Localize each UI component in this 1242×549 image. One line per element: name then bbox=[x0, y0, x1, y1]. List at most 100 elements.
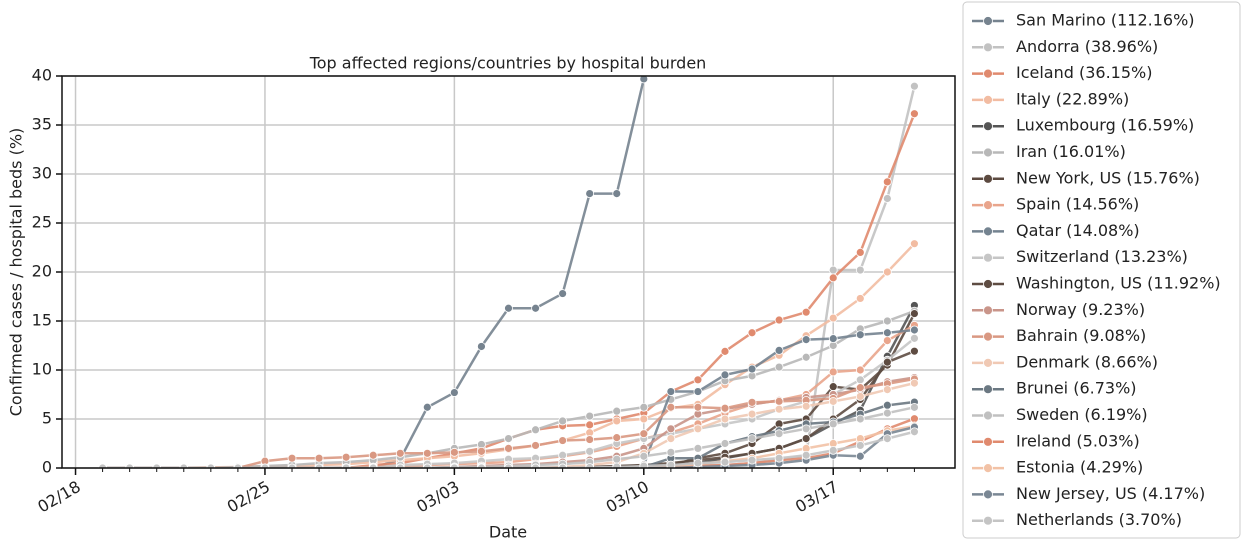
data-point bbox=[585, 446, 595, 456]
data-point bbox=[882, 328, 892, 338]
data-point bbox=[747, 397, 757, 407]
y-tick-label: 35 bbox=[32, 115, 52, 134]
legend-marker bbox=[983, 42, 993, 53]
data-point bbox=[612, 189, 622, 199]
data-point bbox=[882, 434, 892, 444]
legend-marker bbox=[983, 16, 993, 26]
data-point bbox=[287, 463, 297, 468]
legend-marker bbox=[983, 68, 993, 79]
data-point bbox=[666, 434, 676, 444]
data-point bbox=[910, 346, 919, 356]
plot-lines bbox=[98, 33, 919, 468]
data-point bbox=[801, 450, 811, 460]
data-point bbox=[666, 460, 676, 468]
data-point bbox=[910, 81, 919, 91]
data-point bbox=[828, 445, 838, 455]
legend-label: Brunei (6.73%) bbox=[1016, 379, 1137, 398]
data-point bbox=[612, 406, 622, 416]
data-point bbox=[206, 463, 216, 468]
series-line bbox=[102, 85, 916, 468]
data-point bbox=[693, 424, 703, 434]
data-point bbox=[422, 463, 432, 468]
legend-marker bbox=[983, 173, 993, 184]
legend-label: Norway (9.23%) bbox=[1016, 300, 1145, 319]
data-point bbox=[341, 452, 351, 462]
x-tick-label: 03/10 bbox=[603, 477, 652, 517]
data-point bbox=[693, 458, 703, 468]
data-point bbox=[612, 433, 622, 443]
data-point bbox=[422, 402, 432, 412]
y-tick-label: 15 bbox=[32, 311, 52, 330]
legend-marker bbox=[983, 331, 993, 342]
data-point bbox=[910, 325, 919, 335]
y-axis-label: Confirmed cases / hospital beds (%) bbox=[7, 128, 26, 417]
data-point bbox=[855, 441, 865, 450]
data-point bbox=[882, 177, 892, 187]
data-point bbox=[855, 365, 865, 375]
data-point bbox=[395, 448, 405, 458]
data-point bbox=[720, 457, 730, 467]
data-point bbox=[612, 462, 622, 468]
legend-label: Estonia (4.29%) bbox=[1016, 458, 1143, 477]
data-point bbox=[504, 463, 513, 468]
data-point bbox=[125, 463, 135, 468]
legend-label: Italy (22.89%) bbox=[1016, 89, 1129, 108]
data-point bbox=[828, 313, 838, 323]
legend-label: Denmark (8.66%) bbox=[1016, 352, 1158, 371]
data-point bbox=[855, 294, 865, 303]
data-point bbox=[720, 414, 730, 424]
legend-marker bbox=[983, 436, 993, 447]
data-point bbox=[504, 434, 513, 444]
data-point bbox=[477, 446, 486, 456]
data-point bbox=[882, 400, 892, 410]
legend-marker bbox=[983, 489, 993, 500]
data-point bbox=[882, 194, 892, 203]
data-point bbox=[774, 404, 784, 414]
data-point bbox=[504, 303, 513, 313]
data-point bbox=[855, 392, 865, 401]
legend-label: San Marino (112.16%) bbox=[1016, 11, 1195, 30]
data-point bbox=[233, 463, 243, 468]
x-tick-label: 03/17 bbox=[792, 477, 841, 517]
legend-marker bbox=[983, 357, 993, 368]
legend-marker bbox=[983, 200, 993, 211]
data-point bbox=[639, 402, 649, 412]
legend: San Marino (112.16%) Andorra (38.96%) Icel… bbox=[972, 11, 1221, 529]
data-point bbox=[449, 447, 459, 457]
data-point bbox=[828, 419, 838, 429]
data-point bbox=[774, 345, 784, 355]
data-point bbox=[720, 346, 730, 356]
y-tick-label: 5 bbox=[42, 409, 52, 428]
data-point bbox=[828, 265, 838, 275]
legend-marker bbox=[983, 121, 993, 132]
data-point bbox=[774, 429, 784, 439]
data-point bbox=[747, 409, 757, 419]
legend-label: Qatar (14.08%) bbox=[1016, 221, 1140, 240]
data-point bbox=[531, 441, 540, 450]
data-point bbox=[368, 450, 378, 460]
y-tick-label: 30 bbox=[32, 164, 52, 183]
series-line bbox=[102, 377, 915, 468]
data-point bbox=[747, 455, 757, 465]
series-line bbox=[102, 376, 915, 468]
legend-label: Ireland (5.03%) bbox=[1016, 431, 1140, 450]
data-point bbox=[341, 463, 351, 468]
data-point bbox=[585, 420, 595, 430]
data-point bbox=[882, 316, 892, 326]
legend-label: Sweden (6.19%) bbox=[1016, 405, 1148, 424]
data-point bbox=[774, 362, 784, 372]
data-point bbox=[720, 439, 730, 448]
legend-marker bbox=[983, 410, 993, 421]
data-point bbox=[260, 463, 270, 468]
x-tick-label: 02/25 bbox=[224, 477, 273, 517]
y-tick-label: 0 bbox=[42, 458, 52, 477]
data-point bbox=[910, 239, 919, 249]
data-point bbox=[693, 443, 703, 453]
data-point bbox=[666, 387, 676, 396]
legend-label: Netherlands (3.70%) bbox=[1016, 510, 1182, 529]
data-point bbox=[667, 33, 675, 41]
data-point bbox=[855, 414, 865, 424]
data-point bbox=[639, 461, 649, 468]
data-point bbox=[98, 463, 107, 468]
